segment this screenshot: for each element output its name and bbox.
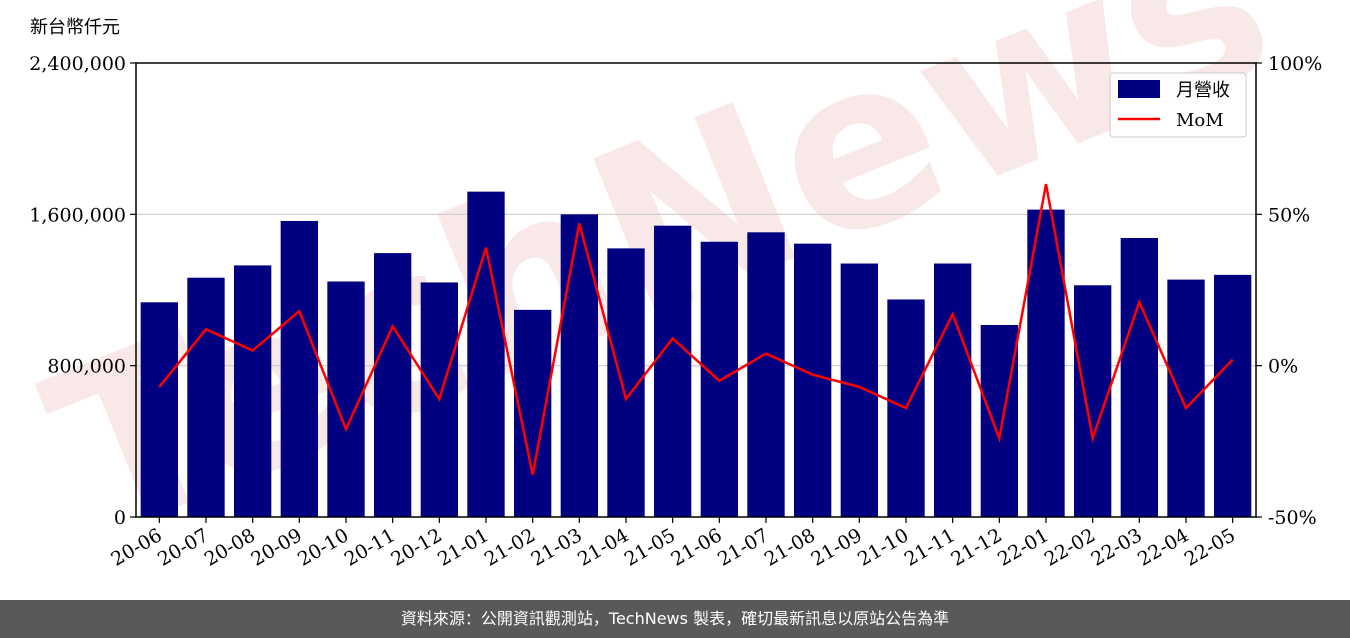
legend-swatch-revenue [1118, 80, 1160, 98]
bar-22-05 [1214, 274, 1252, 517]
mom-line [158, 183, 1234, 475]
x-tick-label: 22-03 [1087, 524, 1145, 570]
y2-tick-label: 0% [1268, 356, 1298, 378]
x-tick-label: 21-12 [947, 524, 1005, 570]
x-tick-label: 21-07 [714, 524, 772, 570]
x-tick-label: 20-12 [387, 524, 445, 570]
bar-series [140, 191, 1252, 518]
bar-20-09 [280, 220, 318, 517]
source-footer: 資料來源：公開資訊觀測站，TechNews 製表，確切最新訊息以原站公告為準 [0, 600, 1350, 638]
bar-22-03 [1120, 237, 1158, 517]
legend: 月營收 MoM [1109, 72, 1247, 138]
y-tick-label: 0 [114, 507, 126, 529]
x-tick-label: 22-04 [1134, 524, 1192, 570]
bar-20-06 [140, 302, 178, 517]
y-axis-left: 0 800,000 1,600,000 2,400,000 [29, 53, 136, 529]
bar-21-03 [560, 214, 598, 518]
plot-frame [135, 62, 1257, 518]
bar-20-11 [374, 253, 412, 518]
x-tick-label: 21-04 [574, 524, 632, 570]
y2-tick-label: -50% [1268, 507, 1317, 529]
bar-21-08 [794, 243, 832, 517]
bar-22-04 [1167, 279, 1205, 517]
bar-21-09 [840, 263, 878, 517]
y-tick-label: 1,600,000 [29, 204, 126, 226]
legend-label-revenue: 月營收 [1176, 80, 1230, 101]
x-tick-label: 21-06 [667, 524, 725, 570]
bar-21-12 [980, 324, 1018, 517]
bar-21-05 [654, 225, 692, 517]
y-axis-right: -50% 0% 50% 100% [1256, 53, 1322, 529]
x-tick-label: 21-11 [901, 524, 959, 570]
x-tick-label: 21-03 [527, 524, 585, 570]
x-tick-label: 22-02 [1041, 524, 1099, 570]
x-tick-label: 21-02 [481, 524, 539, 570]
x-tick-label: 20-10 [294, 524, 352, 570]
y2-tick-label: 100% [1268, 53, 1322, 75]
x-tick-label: 20-11 [341, 524, 399, 570]
bar-21-07 [747, 232, 785, 517]
bar-20-07 [187, 277, 225, 517]
x-tick-label: 21-01 [434, 524, 492, 570]
y-tick-label: 2,400,000 [29, 53, 126, 75]
x-tick-label: 21-08 [761, 524, 819, 570]
bar-21-01 [467, 191, 505, 517]
x-tick-label: 21-05 [621, 524, 679, 570]
x-tick-label: 21-09 [807, 524, 865, 570]
y-axis-label: 新台幣仟元 [30, 17, 120, 38]
bar-22-01 [1027, 209, 1065, 517]
y-tick-label: 800,000 [47, 356, 126, 378]
legend-label-mom: MoM [1176, 110, 1224, 131]
y2-tick-label: 50% [1268, 204, 1310, 226]
bar-21-11 [934, 263, 972, 517]
bar-20-08 [234, 265, 272, 517]
grid-lines [136, 213, 1256, 367]
x-tick-label: 21-10 [854, 524, 912, 570]
x-tick-label: 22-05 [1181, 524, 1239, 570]
x-tick-label: 22-01 [994, 524, 1052, 570]
